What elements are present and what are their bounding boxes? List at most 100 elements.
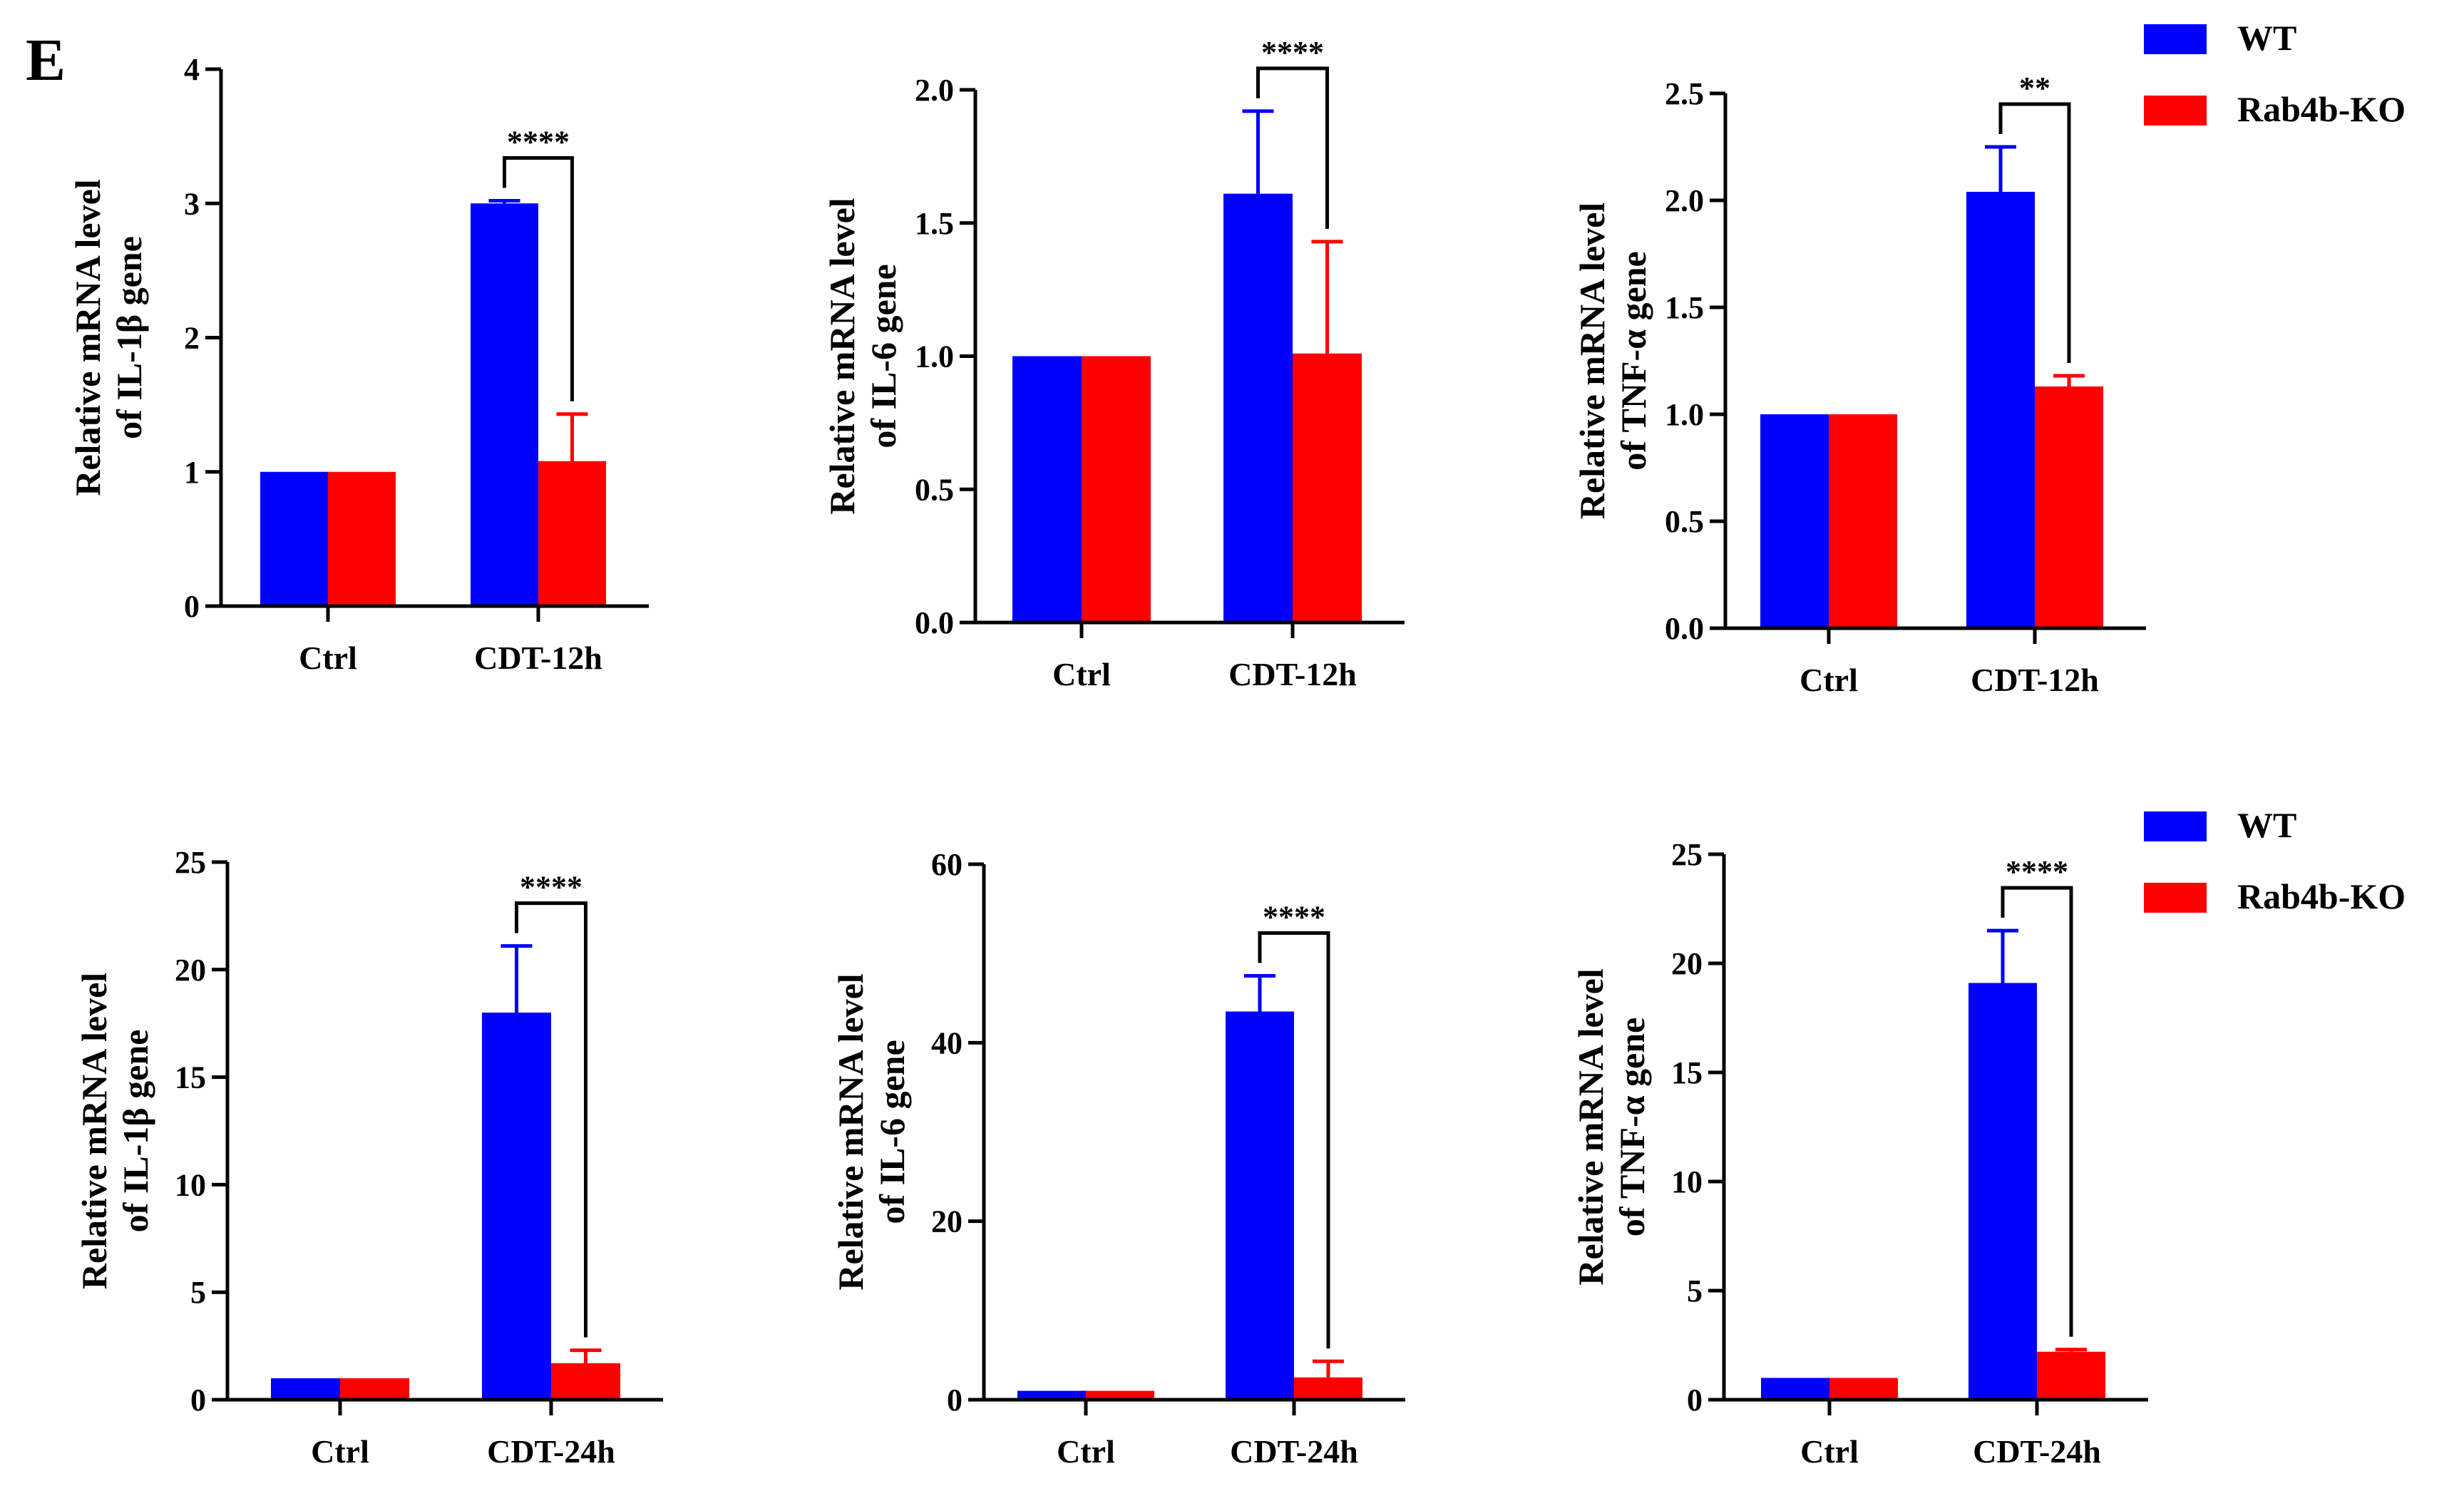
legend-wt-swatch	[2144, 811, 2207, 841]
legend-wt-swatch	[2144, 24, 2207, 54]
bar-ko-ctrl	[1829, 1378, 1898, 1400]
y-tick-label: 0	[947, 1383, 962, 1418]
y-tick-label: 2	[184, 321, 200, 356]
legend-ko-label: Rab4b-KO	[2237, 876, 2406, 916]
x-tick-label: Ctrl	[1800, 1433, 1859, 1470]
y-axis-label: of IL-6 gene	[863, 264, 903, 448]
y-axis-label: of IL-1β gene	[109, 236, 149, 439]
bar-ko-cdt-12h	[538, 461, 606, 606]
bar-ko-cdt-12h	[1293, 353, 1362, 622]
significance-label: ****	[2006, 854, 2068, 889]
significance-bracket	[515, 901, 587, 1338]
bar-wt-ctrl	[1017, 1390, 1086, 1400]
bar-wt-ctrl	[260, 471, 328, 606]
bar-wt-ctrl	[271, 1378, 340, 1400]
y-axis-label: of TNF-α gene	[1612, 1018, 1652, 1237]
y-axis-label: Relative mRNA level	[1571, 968, 1611, 1285]
chart-il1b-12h: 0 1 2 3 4 Ctrl CDT-12h Relative mRNA level of IL…	[68, 52, 649, 676]
bar-ko-ctrl	[1829, 414, 1897, 628]
y-tick-label: 0.5	[915, 472, 954, 507]
y-tick-label: 2.5	[1665, 76, 1704, 111]
y-tick-label: 1.5	[1665, 290, 1704, 325]
y-tick-label: 1.5	[915, 206, 954, 241]
y-tick-label: 2.0	[1665, 183, 1704, 218]
significance-label: ****	[1261, 35, 1324, 70]
y-tick-label: 1.0	[915, 339, 954, 374]
bar-ko-cdt-24h	[551, 1363, 620, 1400]
y-tick-label: 10	[1671, 1164, 1703, 1199]
y-tick-label: 0.0	[915, 605, 954, 640]
significance-label: ****	[507, 124, 570, 159]
significance-bracket	[1258, 931, 1330, 1349]
x-tick-label: CDT-24h	[1973, 1433, 2101, 1470]
significance-bracket	[503, 155, 574, 401]
y-tick-label: 0	[190, 1383, 206, 1418]
y-tick-label: 1	[184, 455, 200, 490]
x-tick-label: Ctrl	[1052, 656, 1111, 692]
significance-label: ****	[520, 870, 582, 905]
y-axis-label: Relative mRNA level	[831, 973, 871, 1290]
y-tick-label: 0.5	[1665, 504, 1704, 539]
y-tick-label: 20	[931, 1204, 962, 1239]
legend-ko-label: Rab4b-KO	[2237, 89, 2406, 129]
y-tick-label: 4	[184, 52, 200, 87]
x-tick-label: Ctrl	[299, 640, 357, 676]
x-tick-label: Ctrl	[1800, 662, 1858, 698]
legend-ko-swatch	[2144, 96, 2207, 125]
bar-ko-ctrl	[1082, 356, 1151, 622]
legend-ko-swatch	[2144, 883, 2207, 913]
bar-ko-ctrl	[340, 1378, 409, 1400]
y-tick-label: 0	[1687, 1383, 1703, 1418]
y-axis-label: of IL-6 gene	[872, 1040, 912, 1224]
x-tick-label: CDT-24h	[487, 1433, 615, 1470]
chart-il6-12h: 0.0 0.5 1.0 1.5 2.0 Ctrl CDT-12h Relative mRNA …	[822, 35, 1405, 692]
significance-label: ****	[1263, 899, 1325, 934]
y-tick-label: 5	[190, 1275, 206, 1310]
significance-bracket	[1256, 66, 1329, 229]
bar-wt-cdt-24h	[1226, 1011, 1294, 1400]
x-tick-label: CDT-12h	[1228, 656, 1357, 692]
y-tick-label: 20	[1671, 946, 1703, 981]
bar-ko-ctrl	[1086, 1390, 1154, 1400]
x-tick-label: CDT-24h	[1230, 1433, 1358, 1470]
bar-wt-cdt-24h	[1968, 983, 2037, 1400]
significance-bracket	[2001, 886, 2073, 1337]
y-tick-label: 1.0	[1665, 397, 1704, 432]
x-tick-label: Ctrl	[1057, 1433, 1115, 1470]
significance-label: **	[2019, 71, 2050, 106]
y-tick-label: 2.0	[915, 73, 954, 108]
x-tick-label: CDT-12h	[474, 640, 602, 676]
bar-wt-cdt-12h	[471, 203, 538, 606]
y-tick-label: 5	[1687, 1274, 1703, 1308]
chart-il6-24h: 0 20 40 60 Ctrl CDT-24h Relative mRNA level of …	[831, 847, 1405, 1470]
y-tick-label: 20	[175, 953, 206, 988]
y-axis-label: Relative mRNA level	[68, 179, 108, 496]
bar-wt-cdt-12h	[1966, 192, 2035, 628]
y-tick-label: 15	[175, 1060, 206, 1095]
bar-wt-ctrl	[1761, 1378, 1829, 1400]
legend-wt-label: WT	[2237, 18, 2296, 58]
y-tick-label: 0	[184, 589, 200, 624]
bar-wt-ctrl	[1012, 356, 1082, 622]
chart-tnfa-12h: 0.0 0.5 1.0 1.5 2.0 2.5 Ctrl CDT-12h Relative mR…	[1572, 71, 2146, 698]
bar-ko-ctrl	[328, 471, 396, 606]
bar-wt-ctrl	[1760, 414, 1829, 628]
y-tick-label: 15	[1671, 1055, 1703, 1090]
significance-bracket	[1998, 102, 2071, 363]
y-tick-label: 25	[175, 845, 206, 880]
y-axis-label: Relative mRNA level	[1572, 203, 1612, 519]
legend-top: WT Rab4b-KO	[2144, 18, 2406, 129]
y-axis-label: of IL-1β gene	[115, 1030, 155, 1233]
chart-tnfa-24h: 0 5 10 15 20 25 Ctrl CDT-24h Relative mRNA level…	[1571, 837, 2148, 1470]
legend-bottom: WT Rab4b-KO	[2144, 805, 2406, 916]
bar-ko-cdt-24h	[1294, 1377, 1362, 1400]
y-axis-label: Relative mRNA level	[822, 198, 862, 514]
bar-wt-cdt-24h	[482, 1013, 551, 1400]
y-axis-label: Relative mRNA level	[74, 973, 114, 1289]
bar-wt-cdt-12h	[1223, 193, 1293, 622]
legend-wt-label: WT	[2237, 805, 2296, 845]
x-tick-label: CDT-12h	[1971, 662, 2099, 698]
y-tick-label: 25	[1671, 837, 1703, 872]
